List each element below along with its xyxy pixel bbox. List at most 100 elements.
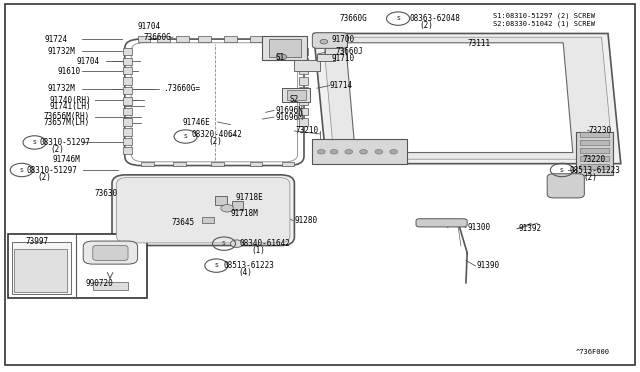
Text: 73660J: 73660J — [336, 47, 364, 56]
Text: (2): (2) — [209, 137, 223, 146]
Bar — [325, 47, 343, 54]
Text: S: S — [560, 167, 564, 173]
Text: 91724: 91724 — [45, 35, 68, 44]
Text: 91746M: 91746M — [52, 155, 80, 164]
Bar — [299, 97, 308, 105]
Text: 91740(RH): 91740(RH) — [50, 96, 92, 105]
Bar — [12, 242, 71, 294]
Bar — [269, 39, 301, 57]
FancyBboxPatch shape — [116, 177, 290, 243]
Circle shape — [276, 54, 287, 60]
Text: 91700: 91700 — [332, 35, 355, 44]
Polygon shape — [314, 33, 621, 164]
Bar — [250, 162, 262, 166]
Text: (1): (1) — [252, 246, 266, 255]
Text: 08320-40642: 08320-40642 — [192, 130, 243, 139]
Bar — [123, 48, 132, 55]
Bar — [580, 156, 609, 161]
Text: 08310-51297: 08310-51297 — [27, 166, 77, 174]
Bar — [123, 108, 132, 115]
Text: 91704: 91704 — [77, 57, 100, 66]
Text: 73630: 73630 — [95, 189, 118, 198]
Text: 91746E: 91746E — [182, 118, 210, 126]
Text: 91718E: 91718E — [236, 193, 263, 202]
Text: S: S — [20, 167, 24, 173]
Bar — [211, 162, 224, 166]
Bar — [176, 36, 189, 42]
Text: 08513-61223: 08513-61223 — [224, 261, 275, 270]
Circle shape — [390, 150, 397, 154]
Text: 08340-61642: 08340-61642 — [240, 239, 291, 248]
Bar — [272, 36, 285, 42]
Bar — [299, 58, 308, 65]
FancyBboxPatch shape — [93, 246, 128, 260]
Bar — [93, 282, 128, 290]
Bar — [173, 162, 186, 166]
Text: 91696N: 91696N — [275, 106, 303, 115]
Bar — [250, 36, 262, 42]
Bar — [580, 148, 609, 153]
Polygon shape — [346, 43, 573, 153]
FancyBboxPatch shape — [112, 175, 294, 246]
Bar — [123, 87, 132, 94]
Bar — [157, 36, 170, 42]
FancyBboxPatch shape — [312, 33, 348, 48]
Bar — [141, 162, 154, 166]
Text: 73210: 73210 — [296, 126, 319, 135]
Text: 08363-62048: 08363-62048 — [410, 14, 460, 23]
Bar — [123, 138, 132, 145]
Text: (2): (2) — [37, 173, 51, 182]
FancyBboxPatch shape — [547, 174, 584, 198]
Bar — [299, 108, 308, 115]
FancyBboxPatch shape — [416, 219, 467, 227]
Text: 91610: 91610 — [58, 67, 81, 76]
Bar — [580, 132, 609, 137]
Text: .73660G=: .73660G= — [163, 84, 200, 93]
Text: 73645: 73645 — [172, 218, 195, 227]
Text: S: S — [396, 16, 400, 21]
Bar — [123, 77, 132, 85]
Bar — [299, 87, 308, 94]
Bar — [282, 88, 310, 102]
Circle shape — [345, 150, 353, 154]
Text: 91704: 91704 — [138, 22, 161, 31]
Text: 91732M: 91732M — [48, 47, 76, 56]
Bar — [580, 140, 609, 145]
Text: 73230: 73230 — [589, 126, 612, 135]
Text: 73657M(LH): 73657M(LH) — [44, 118, 90, 127]
Bar — [299, 67, 308, 74]
Text: ^736F000: ^736F000 — [576, 349, 610, 355]
Text: S: S — [214, 263, 218, 268]
Bar — [198, 36, 211, 42]
Text: S: S — [184, 134, 188, 139]
Circle shape — [221, 205, 234, 212]
Text: (2): (2) — [50, 145, 64, 154]
Text: 73997: 73997 — [26, 237, 49, 246]
Circle shape — [375, 150, 383, 154]
Bar — [580, 164, 609, 169]
Bar — [312, 139, 407, 164]
Text: S1:08310-51297 (2) SCREW: S1:08310-51297 (2) SCREW — [493, 12, 595, 19]
Bar — [123, 67, 132, 74]
Text: (4): (4) — [238, 268, 252, 277]
Text: S2: S2 — [290, 95, 299, 104]
Circle shape — [230, 240, 243, 247]
Bar — [232, 201, 243, 210]
Bar — [288, 36, 301, 42]
Bar — [123, 147, 132, 154]
Bar — [317, 54, 335, 61]
Polygon shape — [323, 37, 613, 159]
Bar — [215, 196, 227, 205]
Text: S2:08330-51042 (1) SCREW: S2:08330-51042 (1) SCREW — [493, 21, 595, 28]
Text: 73660G: 73660G — [339, 14, 367, 23]
Text: 73656M(RH): 73656M(RH) — [44, 112, 90, 121]
FancyBboxPatch shape — [83, 241, 138, 264]
Bar — [8, 234, 147, 298]
Bar — [287, 90, 306, 100]
Bar — [123, 58, 132, 65]
Text: 91741(LH): 91741(LH) — [50, 102, 92, 111]
Bar — [299, 118, 308, 126]
Text: S: S — [222, 241, 226, 246]
Bar — [576, 132, 613, 175]
Bar — [299, 48, 308, 55]
